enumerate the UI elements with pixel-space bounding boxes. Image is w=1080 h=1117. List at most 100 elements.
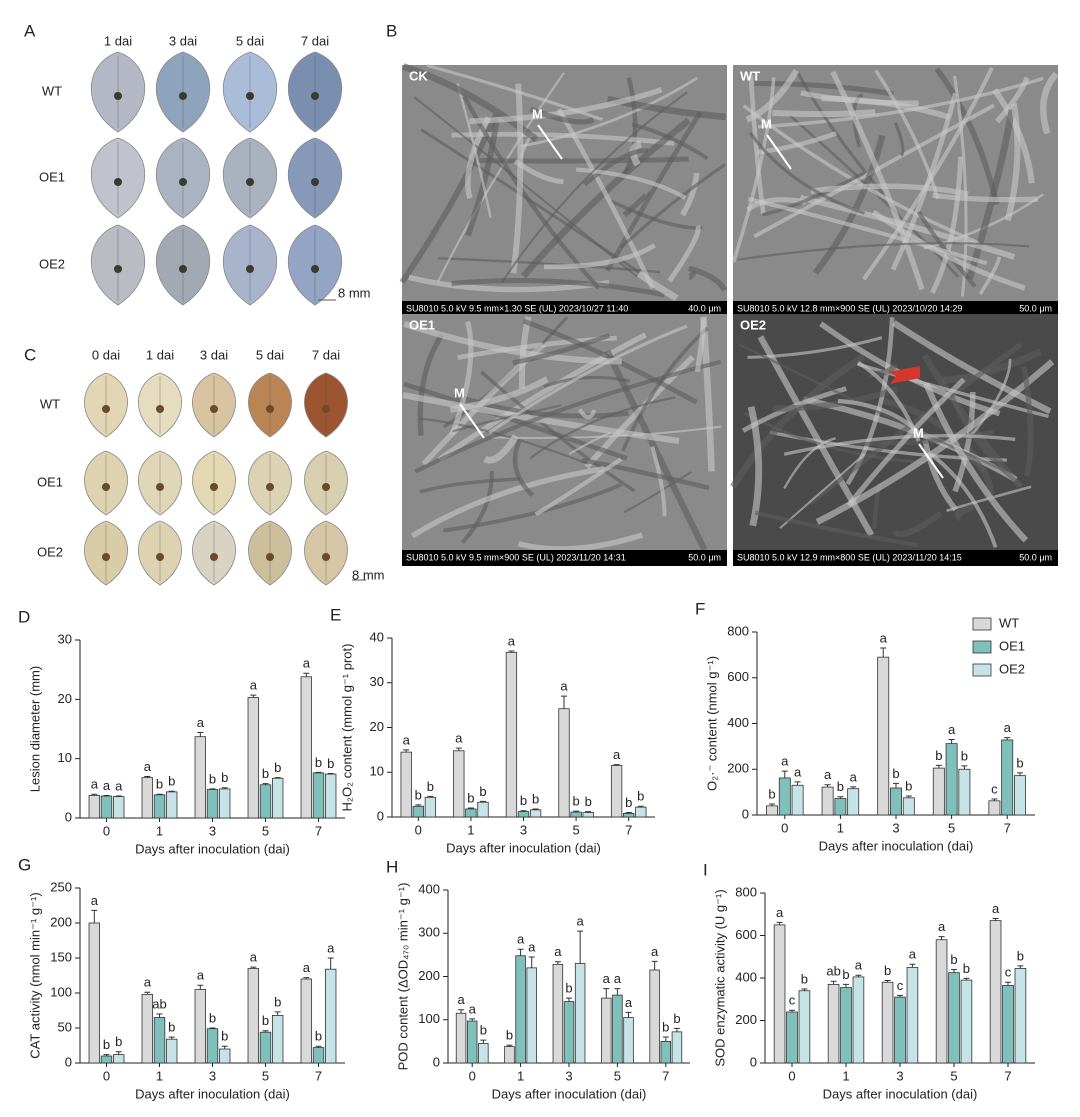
hypha: [1021, 366, 1034, 477]
y-tick-label: 0: [433, 1054, 440, 1069]
error-bar: [458, 1009, 465, 1014]
significance-letter: a: [528, 939, 536, 954]
significance-letter: c: [991, 781, 998, 796]
hypha: [521, 117, 691, 279]
error-bar: [303, 672, 310, 677]
error-bar: [168, 790, 175, 792]
bar: [453, 750, 465, 818]
row-label: OE1: [39, 169, 65, 184]
bar: [247, 697, 260, 819]
image-scale: 50.0 μm: [688, 552, 721, 562]
bar: [526, 967, 537, 1064]
hypha: [465, 120, 500, 237]
significance-letter: a: [909, 947, 917, 962]
significance-letter: a: [948, 722, 956, 737]
hypha: [773, 386, 899, 412]
lesion: [114, 178, 122, 186]
error-bar: [250, 694, 257, 698]
significance-letter: b: [168, 774, 175, 789]
hypha: [754, 510, 919, 548]
significance-letter: b: [673, 1011, 680, 1026]
hypha: [667, 224, 701, 283]
significance-letter: a: [517, 932, 525, 947]
image-scale: 40.0 μm: [688, 303, 721, 313]
hypha: [512, 333, 611, 366]
significance-letter: b: [892, 766, 899, 781]
hypha: [745, 68, 800, 123]
hypha: [799, 194, 1016, 260]
y-tick-label: 400: [727, 715, 749, 730]
significance-letter: a: [577, 914, 585, 929]
bar: [259, 784, 272, 819]
significance-letter: a: [614, 971, 622, 986]
hypha: [529, 106, 595, 125]
y-tick-label: 400: [418, 881, 440, 896]
significance-letter: b: [520, 793, 527, 808]
y-tick-label: 250: [50, 879, 72, 894]
significance-letter: b: [768, 786, 775, 801]
bar: [671, 1031, 683, 1064]
error-bar: [830, 980, 837, 985]
error-bar: [824, 784, 831, 788]
y-tick-label: 200: [418, 968, 440, 983]
error-bar: [315, 1045, 322, 1048]
significance-letter: a: [197, 968, 205, 983]
y-tick-label: 300: [418, 925, 440, 940]
significance-letter: a: [115, 778, 123, 793]
error-bar: [794, 781, 801, 786]
marker-arrow: [918, 443, 944, 479]
significance-letter: c: [789, 993, 796, 1008]
hypha: [742, 104, 980, 245]
x-tick-label: 1: [517, 1068, 524, 1083]
error-bar: [603, 988, 610, 999]
error-bar: [938, 936, 945, 940]
y-tick-label: 40: [370, 629, 384, 644]
bar: [100, 1055, 113, 1064]
error-bar: [992, 918, 999, 921]
marker-label: M: [454, 385, 465, 400]
significance-letter: b: [961, 748, 968, 763]
x-tick-label: 1: [156, 823, 163, 838]
hypha: [966, 109, 1016, 281]
bar: [165, 791, 178, 819]
significance-letter: b: [103, 1037, 110, 1052]
error-bar: [532, 808, 539, 810]
error-bar: [156, 793, 163, 795]
error-bar: [769, 803, 776, 806]
significance-letter: a: [794, 764, 802, 779]
bar: [935, 939, 948, 1064]
panel-label: I: [703, 860, 708, 879]
hypha: [812, 134, 886, 275]
y-axis-label: POD content (ΔOD₄₇₀ min⁻¹ g⁻¹): [395, 883, 410, 1071]
bar: [649, 969, 660, 1064]
hypha: [529, 396, 676, 460]
y-tick-label: 200: [735, 1012, 757, 1027]
error-bar: [303, 977, 310, 979]
legend-swatch: [972, 617, 992, 631]
bar: [400, 751, 412, 818]
y-tick-label: 100: [50, 984, 72, 999]
significance-letter: a: [855, 958, 863, 973]
hypha: [543, 375, 631, 389]
bar: [766, 805, 778, 816]
bar: [612, 994, 623, 1064]
error-bar: [327, 957, 334, 970]
hypha: [451, 278, 665, 298]
image-label: WT: [740, 68, 760, 83]
error-bar: [115, 795, 122, 797]
lesion: [266, 405, 274, 413]
hypha: [930, 156, 964, 294]
x-tick-label: 7: [625, 822, 632, 837]
lesion: [246, 92, 254, 100]
significance-letter: b: [221, 1029, 228, 1044]
error-bar: [637, 805, 644, 808]
error-bar: [274, 1011, 281, 1016]
hypha: [478, 156, 689, 164]
bar: [259, 1031, 272, 1064]
bar: [271, 777, 284, 819]
hypha: [403, 381, 628, 461]
significance-letter: b: [480, 1023, 487, 1038]
hypha: [978, 256, 1002, 295]
significance-letter: b: [274, 994, 281, 1009]
bar: [424, 796, 437, 818]
